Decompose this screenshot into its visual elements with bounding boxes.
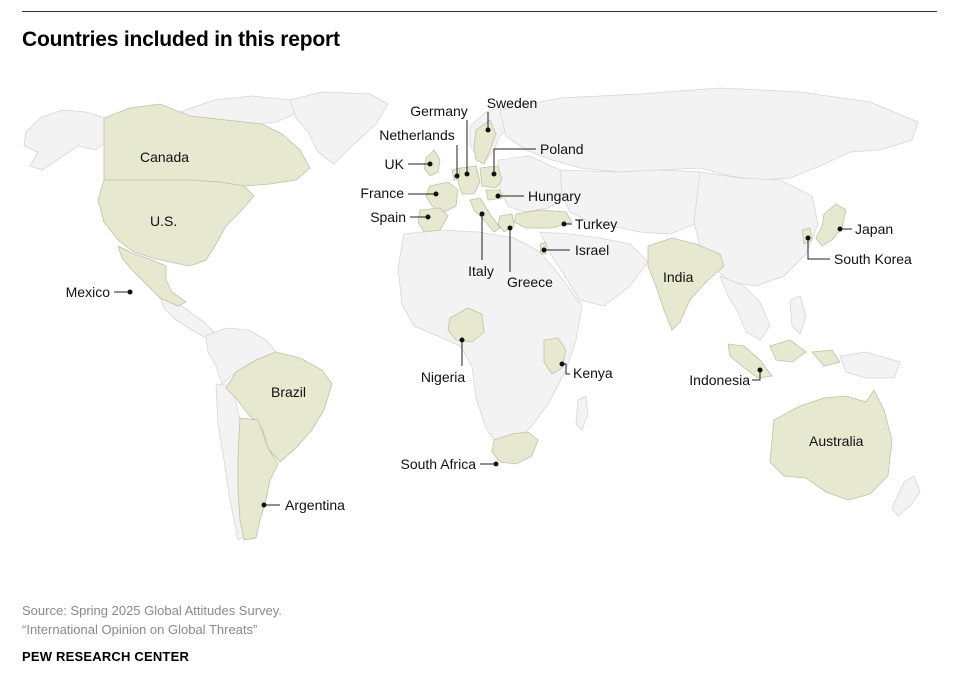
source-line-1: Source: Spring 2025 Global Attitudes Sur… [22,603,282,618]
land-russia [499,87,919,181]
country-shape-brazil [225,351,333,463]
label-nigeria: Nigeria [421,369,466,385]
land-philippines [789,295,807,335]
label-south-africa: South Africa [401,456,477,472]
label-australia: Australia [809,433,864,449]
dot-hungary [495,193,501,199]
dot-mexico [127,289,133,295]
label-us: U.S. [150,213,177,229]
land-png [839,351,901,379]
country-shape-india [647,237,725,331]
label-france: France [360,185,404,201]
map-title: Countries included in this report [22,28,340,51]
dot-turkey [561,221,567,227]
label-uk: UK [385,156,405,172]
country-shape-italy [469,197,501,233]
country-shape-france [425,181,459,213]
dot-netherlands [454,173,460,179]
label-indonesia: Indonesia [689,372,750,388]
dot-greece [507,225,513,231]
dot-israel [541,247,547,253]
country-shape-argentina [237,417,279,541]
land-madagascar [575,395,589,431]
source-line-2: “International Opinion on Global Threats… [22,622,258,637]
dot-argentina [261,502,267,508]
dot-sweden [485,127,491,133]
country-shape-germany [457,165,481,195]
country-shape-nigeria [447,307,485,343]
label-mexico: Mexico [66,284,111,300]
leader-poland [493,148,536,174]
label-kenya: Kenya [573,365,613,381]
dot-poland [491,171,497,177]
dot-japan [837,226,843,232]
label-south-korea: South Korea [834,251,912,267]
dot-indonesia [757,367,763,373]
dot-uk [427,161,433,167]
dot-france [433,191,439,197]
label-israel: Israel [575,242,609,258]
top-rule [22,11,937,12]
leader-indonesia [752,370,761,381]
label-brazil: Brazil [271,384,306,400]
country-shape-australia [769,389,893,501]
brand-footer: PEW RESEARCH CENTER [22,649,190,664]
dot-germany [464,171,470,177]
world-map: Canada U.S. Mexico Brazil Argentina UK N… [23,87,921,541]
land-alaska [23,109,109,171]
land-greenland [289,91,389,165]
land-southeast-asia [719,275,771,341]
dot-italy [479,211,485,217]
country-shape-spain [417,207,449,233]
land-central-asia [559,169,721,235]
leader-south-korea [807,238,830,260]
label-netherlands: Netherlands [379,127,455,143]
label-italy: Italy [468,263,494,279]
label-argentina: Argentina [285,497,345,513]
label-sweden: Sweden [487,95,538,111]
included-countries [97,103,893,541]
country-shape-mexico [117,245,187,307]
country-shape-japan [815,203,847,247]
country-shape-us [97,179,255,267]
label-turkey: Turkey [575,216,617,232]
label-greece: Greece [507,274,553,290]
leader-lines [114,112,852,508]
label-canada: Canada [140,149,189,165]
land-new-zealand [891,475,921,517]
dot-spain [425,214,431,220]
land-eastern-europe [497,155,567,213]
label-india: India [663,269,694,285]
label-germany: Germany [410,103,468,119]
dot-south-korea [805,235,811,241]
dot-kenya [559,361,565,367]
country-shape-sweden [473,119,497,165]
country-labels: Canada U.S. Mexico Brazil Argentina UK N… [66,95,912,513]
label-japan: Japan [855,221,893,237]
source-note: Source: Spring 2025 Global Attitudes Sur… [22,601,282,639]
country-shape-poland [479,165,503,189]
land-base [23,87,921,541]
label-hungary: Hungary [528,188,581,204]
land-central-america [159,295,215,339]
dot-nigeria [459,337,465,343]
country-shape-south-africa [491,431,539,465]
label-poland: Poland [540,141,584,157]
country-shape-indonesia [727,339,841,379]
dot-south-africa [493,461,499,467]
label-spain: Spain [370,209,406,225]
